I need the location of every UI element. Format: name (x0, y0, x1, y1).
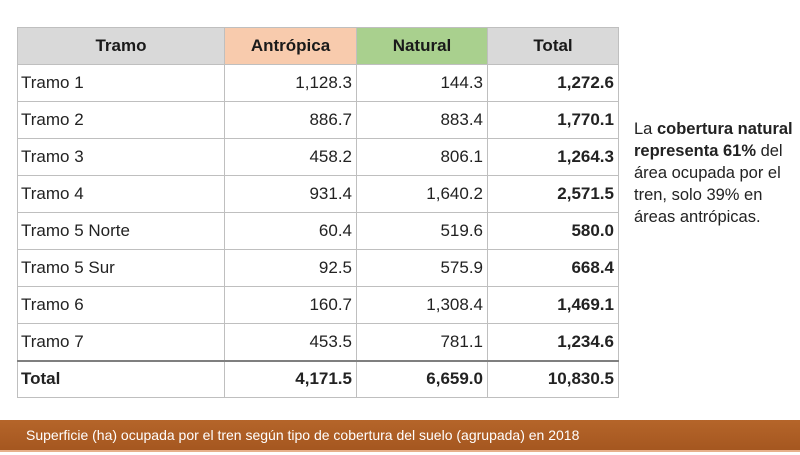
cell-tramo: Tramo 5 Norte (17, 212, 225, 250)
cell-total: 1,770.1 (487, 101, 619, 139)
header-antropica: Antrópica (224, 27, 357, 65)
table-row: Tramo 1 1,128.3 144.3 1,272.6 (17, 64, 619, 102)
caption-text: Superficie (ha) ocupada por el tren segú… (26, 427, 580, 443)
cell-natural: 883.4 (356, 101, 488, 139)
note-prefix: La (634, 120, 657, 138)
cell-tramo: Tramo 1 (17, 64, 225, 102)
coverage-table: Tramo Antrópica Natural Total Tramo 1 1,… (17, 27, 619, 398)
cell-tramo: Tramo 2 (17, 101, 225, 139)
cell-tramo: Tramo 7 (17, 323, 225, 361)
table-row: Tramo 7 453.5 781.1 1,234.6 (17, 323, 619, 361)
total-label: Total (17, 359, 225, 398)
cell-tramo: Tramo 4 (17, 175, 225, 213)
table-row: Tramo 5 Norte 60.4 519.6 580.0 (17, 212, 619, 250)
cell-natural: 575.9 (356, 249, 488, 287)
cell-total: 1,272.6 (487, 64, 619, 102)
cell-natural: 806.1 (356, 138, 488, 176)
cell-antropica: 458.2 (224, 138, 357, 176)
header-natural: Natural (356, 27, 488, 65)
cell-total: 1,264.3 (487, 138, 619, 176)
cell-tramo: Tramo 3 (17, 138, 225, 176)
cell-tramo: Tramo 6 (17, 286, 225, 324)
cell-antropica: 453.5 (224, 323, 357, 361)
note-bold: cobertura natural representa 61% (634, 120, 793, 160)
cell-total: 580.0 (487, 212, 619, 250)
cell-total: 668.4 (487, 249, 619, 287)
cell-antropica: 1,128.3 (224, 64, 357, 102)
table-row: Tramo 4 931.4 1,640.2 2,571.5 (17, 175, 619, 213)
table-total-row: Total 4,171.5 6,659.0 10,830.5 (17, 359, 619, 398)
cell-natural: 1,640.2 (356, 175, 488, 213)
cell-total: 1,234.6 (487, 323, 619, 361)
side-note: La cobertura natural representa 61% del … (634, 118, 794, 228)
cell-tramo: Tramo 5 Sur (17, 249, 225, 287)
table-row: Tramo 5 Sur 92.5 575.9 668.4 (17, 249, 619, 287)
note-rest: del área ocupada por el tren, solo 39% e… (634, 142, 783, 226)
total-antropica: 4,171.5 (224, 359, 357, 398)
caption-bar: Superficie (ha) ocupada por el tren segú… (0, 420, 800, 452)
cell-natural: 781.1 (356, 323, 488, 361)
cell-antropica: 931.4 (224, 175, 357, 213)
cell-total: 1,469.1 (487, 286, 619, 324)
header-tramo: Tramo (17, 27, 225, 65)
table-header-row: Tramo Antrópica Natural Total (17, 27, 619, 65)
cell-natural: 519.6 (356, 212, 488, 250)
cell-antropica: 60.4 (224, 212, 357, 250)
table-row: Tramo 6 160.7 1,308.4 1,469.1 (17, 286, 619, 324)
cell-antropica: 92.5 (224, 249, 357, 287)
total-total: 10,830.5 (487, 359, 619, 398)
table-row: Tramo 3 458.2 806.1 1,264.3 (17, 138, 619, 176)
cell-total: 2,571.5 (487, 175, 619, 213)
table-row: Tramo 2 886.7 883.4 1,770.1 (17, 101, 619, 139)
cell-antropica: 886.7 (224, 101, 357, 139)
header-total: Total (487, 27, 619, 65)
cell-natural: 1,308.4 (356, 286, 488, 324)
cell-natural: 144.3 (356, 64, 488, 102)
total-natural: 6,659.0 (356, 359, 488, 398)
cell-antropica: 160.7 (224, 286, 357, 324)
